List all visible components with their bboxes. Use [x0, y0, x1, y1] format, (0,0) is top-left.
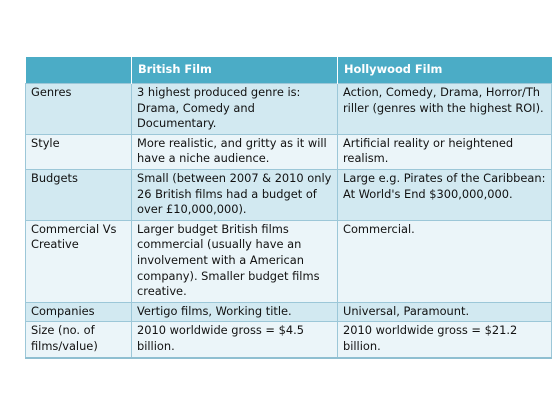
hollywood-cell: 2010 worldwide gross = $21.2 billion.	[337, 321, 552, 359]
hollywood-cell: Action, Comedy, Drama, Horror/Th riller …	[337, 83, 552, 135]
british-cell: More realistic, and gritty as it will ha…	[131, 133, 338, 170]
british-cell: Small (between 2007 & 2010 only 26 Briti…	[131, 168, 338, 221]
british-cell: Vertigo films, Working title.	[131, 301, 338, 323]
row-label: Companies	[25, 301, 132, 323]
british-cell: 3 highest produced genre is: Drama, Come…	[131, 83, 338, 135]
header-cell-empty	[25, 57, 132, 84]
row-label: Commercial Vs Creative	[25, 219, 132, 303]
hollywood-cell: Commercial.	[337, 219, 552, 303]
hollywood-cell: Artificial reality or heightened realism…	[337, 133, 552, 170]
row-label: Budgets	[25, 168, 132, 221]
row-label: Style	[25, 133, 132, 170]
table-row: Style More realistic, and gritty as it w…	[25, 133, 552, 170]
table-row: Genres 3 highest produced genre is: Dram…	[25, 83, 552, 135]
table-row: Budgets Small (between 2007 & 2010 only …	[25, 168, 552, 221]
british-cell: 2010 worldwide gross = $4.5 billion.	[131, 321, 338, 359]
table-row: Commercial Vs Creative Larger budget Bri…	[25, 219, 552, 303]
row-label: Size (no. of films/value)	[25, 321, 132, 359]
header-hollywood-film: Hollywood Film	[337, 57, 552, 84]
british-cell: Larger budget British films commercial (…	[131, 219, 338, 303]
hollywood-cell: Large e.g. Pirates of the Caribbean: At …	[337, 168, 552, 221]
header-row: British Film Hollywood Film	[25, 57, 552, 84]
table-row: Companies Vertigo films, Working title. …	[25, 301, 552, 323]
table-row: Size (no. of films/value) 2010 worldwide…	[25, 321, 552, 359]
comparison-table: British Film Hollywood Film Genres 3 hig…	[25, 57, 552, 359]
row-label: Genres	[25, 83, 132, 135]
hollywood-cell: Universal, Paramount.	[337, 301, 552, 323]
header-british-film: British Film	[131, 57, 338, 84]
